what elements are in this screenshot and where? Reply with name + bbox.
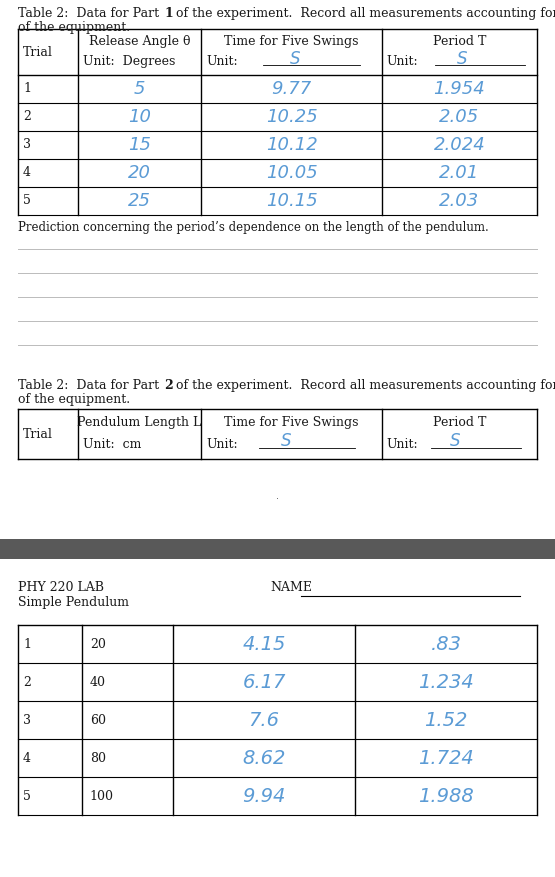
Bar	[0, 539, 555, 559]
Text: 1: 1	[23, 82, 31, 96]
Text: PHY 220 LAB: PHY 220 LAB	[18, 581, 104, 594]
Text: 4: 4	[23, 752, 31, 765]
Text: 80: 80	[90, 752, 106, 765]
Text: 5: 5	[134, 80, 145, 98]
Text: 1.724: 1.724	[418, 748, 474, 767]
Text: Trial: Trial	[23, 427, 53, 440]
Text: 6.17: 6.17	[243, 673, 286, 691]
Text: Trial: Trial	[23, 46, 53, 59]
Text: S: S	[290, 50, 300, 68]
Text: S: S	[281, 432, 291, 451]
Text: 2.01: 2.01	[440, 164, 480, 182]
Text: 3: 3	[23, 139, 31, 152]
Text: 2: 2	[23, 675, 31, 688]
Text: Time for Five Swings: Time for Five Swings	[224, 416, 359, 429]
Text: NAME: NAME	[270, 581, 312, 594]
Text: of the equipment.: of the equipment.	[18, 21, 130, 34]
Text: 2: 2	[23, 111, 31, 124]
Text: Prediction concerning the period’s dependence on the length of the pendulum.: Prediction concerning the period’s depen…	[18, 221, 489, 234]
Text: 1.52: 1.52	[425, 710, 468, 730]
Text: 5: 5	[23, 789, 31, 802]
Text: 1.988: 1.988	[418, 787, 474, 805]
Text: 2.024: 2.024	[433, 136, 485, 154]
Text: ·: ·	[276, 494, 279, 504]
Text: of the equipment.: of the equipment.	[18, 393, 130, 406]
Text: 9.94: 9.94	[243, 787, 286, 805]
Text: 2.03: 2.03	[440, 192, 480, 210]
Text: 4: 4	[23, 167, 31, 180]
Text: 100: 100	[90, 789, 114, 802]
Text: Period T: Period T	[433, 416, 486, 429]
Text: 2.05: 2.05	[440, 108, 480, 126]
Text: Unit:  cm: Unit: cm	[83, 438, 141, 451]
Text: 1: 1	[23, 638, 31, 651]
Text: Unit:: Unit:	[387, 438, 418, 451]
Text: Unit:  Degrees: Unit: Degrees	[83, 54, 175, 68]
Text: 9.77: 9.77	[271, 80, 312, 98]
Text: 1: 1	[164, 7, 173, 20]
Text: Period T: Period T	[433, 35, 486, 48]
Text: 10: 10	[128, 108, 151, 126]
Text: Table 2:  Data for Part: Table 2: Data for Part	[18, 379, 163, 392]
Text: 2: 2	[164, 379, 173, 392]
Text: 7.6: 7.6	[249, 710, 280, 730]
Text: 8.62: 8.62	[243, 748, 286, 767]
Text: 20: 20	[90, 638, 105, 651]
Text: Release Angle θ: Release Angle θ	[89, 35, 190, 48]
Text: Unit:: Unit:	[206, 54, 238, 68]
Text: S: S	[450, 432, 460, 451]
Text: 40: 40	[90, 675, 106, 688]
Text: Pendulum Length L: Pendulum Length L	[77, 416, 201, 429]
Text: 4.15: 4.15	[243, 634, 286, 653]
Text: 1.234: 1.234	[418, 673, 474, 691]
Text: 15: 15	[128, 136, 151, 154]
Text: .83: .83	[431, 634, 462, 653]
Text: 3: 3	[23, 714, 31, 726]
Text: S: S	[457, 50, 468, 68]
Text: 10.15: 10.15	[266, 192, 317, 210]
Text: 20: 20	[128, 164, 151, 182]
Text: of the experiment.  Record all measurements accounting for uncertainty: of the experiment. Record all measuremen…	[172, 379, 555, 392]
Text: 10.05: 10.05	[266, 164, 317, 182]
Text: 60: 60	[90, 714, 106, 726]
Text: ·: ·	[93, 584, 96, 594]
Text: 25: 25	[128, 192, 151, 210]
Text: Unit:: Unit:	[206, 438, 238, 451]
Text: of the experiment.  Record all measurements accounting for uncertainty: of the experiment. Record all measuremen…	[172, 7, 555, 20]
Text: 1.954: 1.954	[433, 80, 485, 98]
Text: Simple Pendulum: Simple Pendulum	[18, 596, 129, 609]
Text: 10.25: 10.25	[266, 108, 317, 126]
Text: 5: 5	[23, 195, 31, 208]
Text: Table 2:  Data for Part: Table 2: Data for Part	[18, 7, 163, 20]
Text: Unit:: Unit:	[387, 54, 418, 68]
Text: Time for Five Swings: Time for Five Swings	[224, 35, 359, 48]
Text: 10.12: 10.12	[266, 136, 317, 154]
